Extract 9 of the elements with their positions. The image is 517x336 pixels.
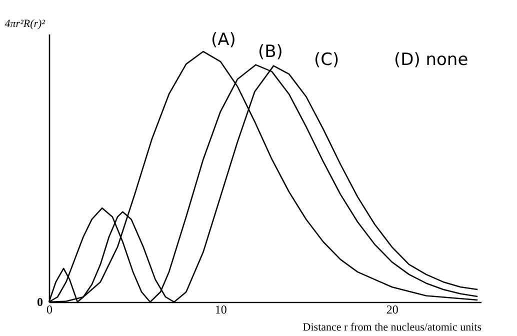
annotation: (B) (258, 42, 283, 62)
annotation: (D) none (394, 50, 468, 70)
x-axis-title: Distance r from the nucleus/atomic units (302, 322, 482, 334)
x-tick-label: 20 (386, 302, 398, 316)
annotation: (C) (314, 50, 340, 70)
text: (A) (211, 30, 236, 50)
x-tick-label: 10 (214, 302, 227, 316)
x-tick-label: 0 (46, 302, 52, 316)
y-axis-title: 4πr²R(r)² (4, 18, 46, 30)
